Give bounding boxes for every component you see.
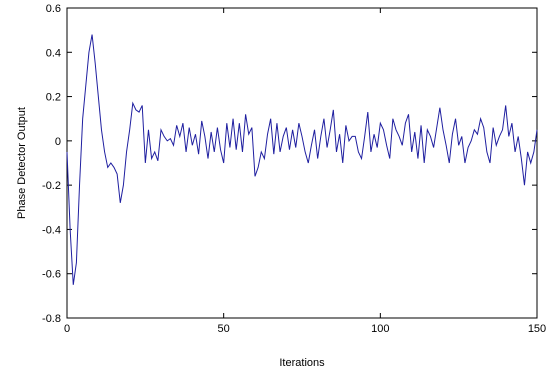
y-tick-label: -0.6	[42, 269, 61, 281]
y-tick-label: 0.2	[46, 92, 61, 104]
plot-area	[66, 7, 538, 319]
y-tick-label: 0	[55, 136, 61, 148]
y-tick-label: 0.4	[46, 47, 61, 59]
data-line	[66, 34, 538, 285]
y-tick-label: -0.2	[42, 180, 61, 192]
y-tick-label: -0.4	[42, 224, 61, 236]
x-tick-label: 150	[528, 323, 546, 335]
x-tick-label: 0	[64, 323, 70, 335]
y-axis-label: Phase Detector Output	[16, 107, 28, 219]
x-axis-label: Iterations	[279, 357, 325, 369]
x-tick-label: 100	[371, 323, 389, 335]
x-tick-label: 50	[218, 323, 230, 335]
y-tick-label: -0.8	[42, 313, 61, 325]
y-tick-label: 0.6	[46, 3, 61, 15]
